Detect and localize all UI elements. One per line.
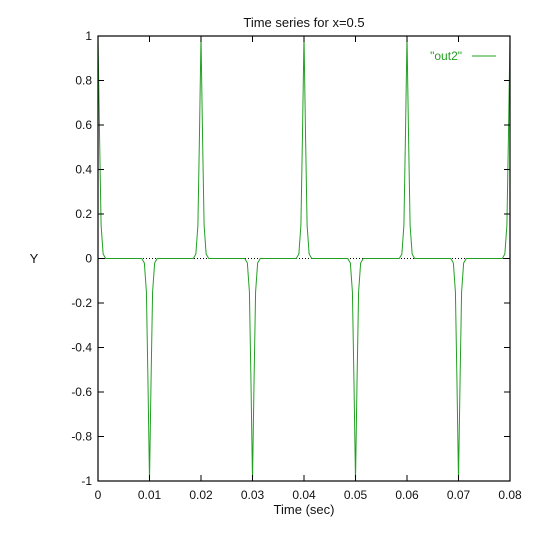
series-layer <box>97 35 511 482</box>
x-axis-label: Time (sec) <box>274 502 335 517</box>
y-tick-label: 0 <box>85 252 92 266</box>
y-tick-label: -0.4 <box>71 341 92 355</box>
x-tick-label: 0.04 <box>292 488 316 502</box>
legend-label: "out2" <box>430 49 462 63</box>
y-tick-label: 0.8 <box>75 74 92 88</box>
x-tick-label: 0.08 <box>498 488 522 502</box>
x-tick-label: 0.01 <box>138 488 162 502</box>
x-tick-label: 0.07 <box>447 488 471 502</box>
x-tick-label: 0 <box>95 488 102 502</box>
y-tick-label: -0.2 <box>71 296 92 310</box>
y-tick-label: -1 <box>81 474 92 488</box>
y-tick-label: 0.2 <box>75 207 92 221</box>
y-tick-label: -0.6 <box>71 385 92 399</box>
y-tick-label: 0.6 <box>75 118 92 132</box>
ticks-layer: 0 0.01 0.02 0.03 0.04 0.05 0.06 0.07 0.08 1 0.8 0.6… <box>71 29 522 502</box>
y-tick-label: 0.4 <box>75 163 92 177</box>
x-tick-label: 0.02 <box>189 488 213 502</box>
legend: "out2" <box>430 49 496 63</box>
y-tick-label: -0.8 <box>71 430 92 444</box>
y-axis-label: Y <box>30 251 39 266</box>
chart-title: Time series for x=0.5 <box>243 15 364 30</box>
x-tick-label: 0.06 <box>395 488 419 502</box>
y-tick-label: 1 <box>85 29 92 43</box>
series-line-0 <box>97 35 511 482</box>
x-tick-label: 0.03 <box>241 488 265 502</box>
x-tick-label: 0.05 <box>344 488 368 502</box>
